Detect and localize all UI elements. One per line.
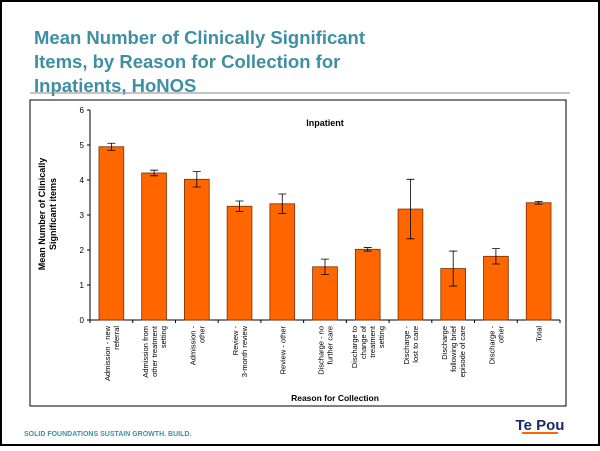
- bar: [98, 146, 125, 321]
- x-tick-label: Review -3-month review: [231, 325, 249, 377]
- x-tick-label: Total: [535, 326, 544, 342]
- bar: [312, 266, 338, 321]
- error-bar: [150, 169, 159, 177]
- error-bar: [406, 178, 415, 240]
- error-bar: [235, 200, 244, 212]
- x-tick-label: Discharge -other: [487, 326, 505, 365]
- x-tick-label: Admission - newreferral: [103, 325, 121, 381]
- y-tick-label: 3: [80, 211, 85, 220]
- x-tick-label: Review - other: [278, 326, 287, 375]
- x-axis-label: Reason for Collection: [291, 393, 379, 403]
- bar: [354, 248, 381, 321]
- error-bar: [321, 258, 329, 275]
- x-tick-label: Discharge -lost to care: [402, 326, 420, 365]
- bar: [525, 202, 552, 321]
- chart-title: Inpatient: [306, 118, 344, 128]
- x-tick-label: Admission -other: [188, 326, 206, 366]
- y-tick-label: 2: [80, 246, 85, 255]
- bar: [269, 203, 296, 321]
- error-bar: [534, 200, 543, 205]
- logo-accent: [522, 432, 558, 434]
- error-bar: [107, 142, 116, 151]
- y-tick-label: 5: [80, 141, 85, 150]
- error-bar: [192, 171, 201, 188]
- x-tick-label: Dischargefollowing briefepisode of care: [440, 325, 467, 377]
- bar: [141, 172, 167, 321]
- logo: Te Pou: [516, 417, 565, 434]
- error-bar: [278, 193, 287, 214]
- bar: [226, 205, 253, 321]
- y-axis-label: Mean Number of ClinicallySignificant ite…: [37, 158, 58, 271]
- error-bar: [363, 247, 372, 252]
- y-tick-label: 1: [80, 281, 85, 290]
- y-tick-label: 4: [80, 176, 85, 185]
- x-tick-label: Discharge tochange oftreatmentsetting: [350, 325, 386, 368]
- bar: [184, 178, 210, 321]
- y-tick-label: 6: [80, 106, 85, 115]
- y-tick-label: 0: [80, 316, 85, 325]
- x-tick-label: Discharge - nofurther care: [317, 326, 335, 375]
- x-tick-label: Admission fromother treatmentsetting: [141, 325, 168, 378]
- error-bar: [449, 250, 458, 287]
- slide-title: Mean Number of Clinically Significant Ite…: [34, 27, 365, 96]
- footer: SOLID FOUNDATIONS SUSTAIN GROWTH. BUILD.: [24, 431, 191, 438]
- bar: [483, 255, 509, 321]
- error-bar: [491, 248, 500, 265]
